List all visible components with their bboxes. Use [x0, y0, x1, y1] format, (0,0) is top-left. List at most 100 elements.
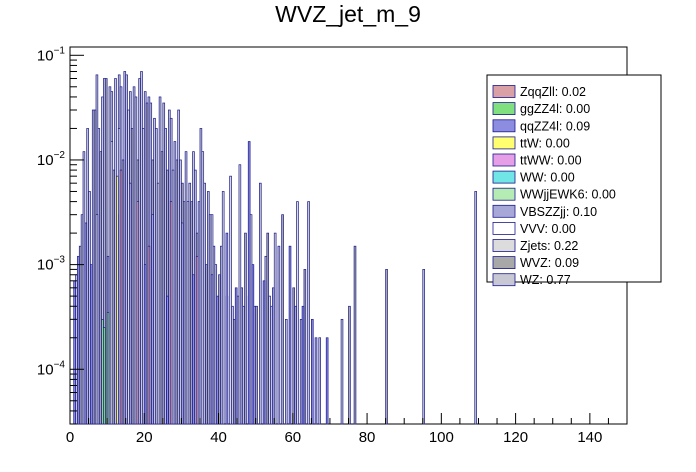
- bar-7-0: [116, 175, 119, 425]
- chart-title: WVZ_jet_m_9: [275, 1, 421, 27]
- bar-3-11: [251, 264, 255, 425]
- legend-label: qqZZ4l: 0.09: [520, 119, 590, 133]
- bar-4-9: [314, 337, 318, 425]
- legend-swatch: [492, 102, 516, 115]
- bar-3-1: [77, 255, 80, 425]
- x-tick-label: 100: [429, 429, 454, 446]
- x-tick-label: 60: [284, 429, 301, 446]
- bar-1-27: [385, 269, 388, 425]
- bar-2-11: [229, 175, 232, 425]
- bar-1-10: [160, 151, 164, 425]
- bar-3-14: [301, 305, 305, 425]
- bar-4-6: [240, 287, 244, 425]
- legend-swatch: [492, 170, 516, 184]
- bar-1-22: [281, 214, 284, 425]
- x-tick-label: 80: [359, 429, 376, 446]
- legend-swatch: [492, 136, 516, 150]
- bar-5-4: [195, 255, 199, 425]
- bar-0-58: [285, 318, 288, 425]
- bar-5-1: [136, 201, 140, 425]
- histogram-bars: [73, 71, 477, 425]
- bar-2-0: [95, 214, 99, 425]
- legend-label: WWjjEWK6: 0.00: [520, 188, 616, 202]
- y-tick-label: 10−2: [37, 150, 66, 169]
- bar-6-2: [106, 311, 110, 425]
- bar-3-8: [216, 295, 219, 425]
- bar-1-2: [99, 151, 102, 425]
- bar-3-15: [311, 318, 314, 425]
- bar-3-0: [73, 280, 76, 425]
- bar-4-2: [151, 214, 154, 425]
- legend-label: WW: 0.00: [520, 171, 575, 185]
- legend-box: [486, 74, 662, 283]
- bar-6-1: [103, 327, 106, 425]
- legend-label: VVV: 0.00: [520, 222, 576, 236]
- legend-swatch: [492, 204, 516, 218]
- bar-5-0: [119, 169, 123, 425]
- bar-5-2: [147, 245, 151, 425]
- bar-0-62: [340, 318, 344, 425]
- legend-swatch: [492, 187, 516, 201]
- bar-3-10: [247, 141, 251, 425]
- legend-label: Zjets: 0.22: [520, 239, 578, 253]
- bar-3-5: [143, 264, 147, 425]
- legend-swatch: [492, 153, 516, 167]
- bar-5-3: [169, 201, 173, 425]
- bar-0-63: [422, 269, 425, 425]
- legend-label: ggZZ4l: 0.00: [520, 102, 590, 116]
- bar-1-16: [205, 264, 208, 425]
- y-tick-label: 10−4: [37, 359, 66, 378]
- bar-2-10: [221, 191, 225, 425]
- bar-0-60: [307, 201, 310, 425]
- bar-1-20: [255, 305, 258, 425]
- bar-0-61: [318, 337, 322, 425]
- bar-0-54: [259, 182, 262, 425]
- y-tick-label: 10−3: [37, 255, 66, 274]
- legend-swatch: [492, 85, 516, 98]
- legend-swatch: [492, 221, 516, 235]
- bar-4-5: [225, 232, 229, 425]
- x-tick-label: 20: [136, 429, 153, 446]
- axes: 0 20 40 60 80 100 120 140 10−4 10−3 10−2 10−1: [37, 45, 628, 446]
- bar-0-64: [474, 191, 477, 425]
- bar-2-5: [156, 182, 160, 425]
- bar-3-12: [262, 280, 266, 425]
- bar-3-13: [288, 245, 292, 425]
- bar-1-19: [244, 232, 247, 425]
- legend-label: WVZ: 0.09: [520, 256, 579, 270]
- bar-1-26: [353, 245, 357, 425]
- legend-label: WZ: 0.77: [520, 273, 571, 287]
- legend-swatch: [492, 239, 516, 252]
- y-tick-label: 10−1: [37, 45, 66, 64]
- legend-label: ZqqZll: 0.02: [520, 85, 586, 99]
- bar-4-7: [272, 287, 275, 425]
- bar-3-7: [192, 274, 195, 425]
- bar-3-16: [325, 337, 329, 425]
- bar-2-1: [110, 141, 114, 425]
- legend-swatch: [492, 119, 516, 133]
- x-tick-label: 120: [503, 429, 528, 446]
- x-tick-label: 140: [577, 429, 602, 446]
- bar-3-2: [84, 222, 88, 425]
- bar-1-3: [104, 78, 108, 425]
- bar-4-3: [181, 222, 184, 425]
- legend-swatch: [492, 273, 516, 287]
- bar-2-7: [186, 201, 190, 425]
- bar-3-9: [234, 287, 238, 425]
- bar-4-4: [210, 274, 214, 425]
- x-tick-label: 40: [210, 429, 227, 446]
- bar-2-8: [201, 151, 205, 425]
- legend-label: ttW: 0.00: [520, 136, 570, 150]
- bar-4-1: [129, 182, 132, 425]
- bar-3-3: [90, 264, 93, 425]
- legend-label: ttWW: 0.00: [520, 154, 582, 168]
- legend-swatch: [492, 256, 516, 270]
- bar-0-57: [277, 245, 281, 425]
- bar-2-14: [268, 295, 271, 425]
- bar-1-25: [348, 305, 351, 425]
- x-tick-label: 0: [66, 429, 74, 446]
- bar-3-6: [166, 295, 169, 425]
- legend-label: VBSZZjj: 0.10: [520, 205, 597, 219]
- bar-4-8: [294, 305, 297, 425]
